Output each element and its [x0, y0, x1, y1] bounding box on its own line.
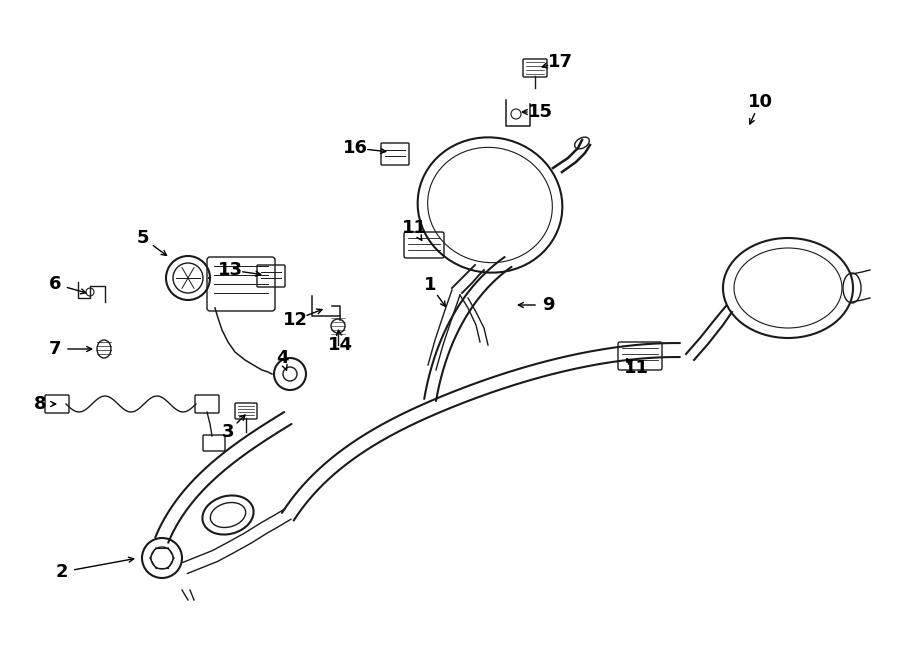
Text: 4: 4	[275, 349, 288, 367]
Text: 10: 10	[748, 93, 772, 111]
Text: 9: 9	[542, 296, 554, 314]
Text: 13: 13	[218, 261, 242, 279]
Text: 15: 15	[527, 103, 553, 121]
Text: 14: 14	[328, 336, 353, 354]
Text: 11: 11	[624, 359, 649, 377]
Text: 17: 17	[547, 53, 572, 71]
Text: 6: 6	[49, 275, 61, 293]
Text: 7: 7	[49, 340, 61, 358]
Text: 5: 5	[137, 229, 149, 247]
Text: 11: 11	[401, 219, 427, 237]
Text: 16: 16	[343, 139, 367, 157]
Text: 2: 2	[56, 563, 68, 581]
Text: 3: 3	[221, 423, 234, 441]
Text: 1: 1	[424, 276, 436, 294]
Text: 8: 8	[33, 395, 46, 413]
Text: 12: 12	[283, 311, 308, 329]
